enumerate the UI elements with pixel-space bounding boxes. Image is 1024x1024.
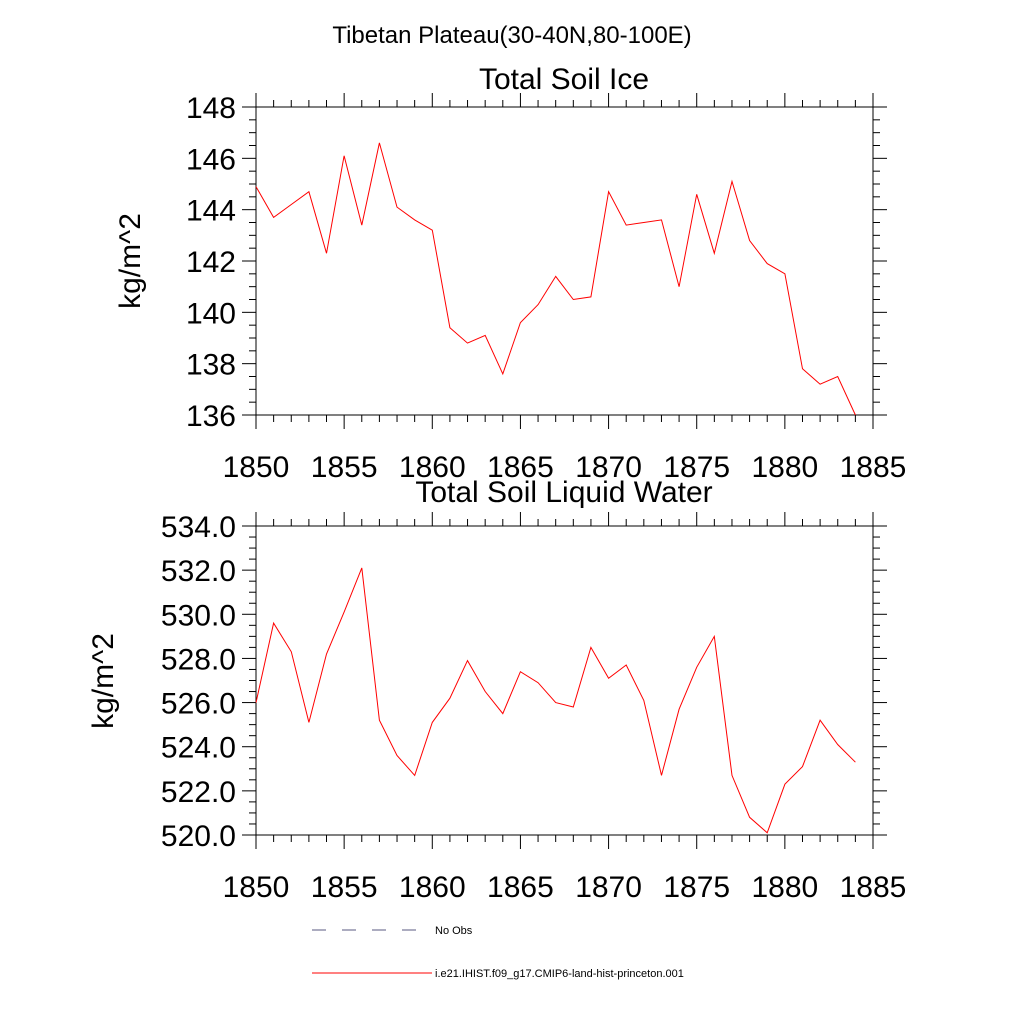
series-line — [255, 567, 856, 834]
y-axis-label: kg/m^2 — [114, 213, 147, 309]
y-tick-label: 534.0 — [161, 511, 236, 544]
panel-title: Total Soil Ice — [479, 63, 649, 96]
y-tick-label: 526.0 — [161, 688, 236, 721]
y-tick-label: 146 — [186, 143, 236, 176]
x-tick-label: 1885 — [840, 871, 907, 904]
x-tick-labels: 1850 1855 1860 1865 1870 1875 1880 1885 — [223, 871, 907, 904]
x-tick-label: 1865 — [487, 871, 554, 904]
y-tick-label: 530.0 — [161, 599, 236, 632]
y-tick-label: 520.0 — [161, 820, 236, 853]
y-tick-label: 522.0 — [161, 776, 236, 809]
axes — [242, 512, 887, 849]
x-tick-label: 1855 — [311, 871, 378, 904]
legend: No Obs i.e21.IHIST.f09_g17.CMIP6-land-hi… — [312, 925, 684, 980]
legend-label-no-obs: No Obs — [435, 925, 473, 937]
panel-title: Total Soil Liquid Water — [415, 476, 712, 509]
series-group — [255, 142, 856, 416]
y-tick-label: 528.0 — [161, 643, 236, 676]
y-tick-labels: 136 138 140 142 144 146 148 — [186, 92, 236, 433]
y-tick-label: 144 — [186, 195, 236, 228]
panel-soil-liquid-water: Total Soil Liquid Water 520.0522.0524.05… — [87, 476, 906, 904]
y-tick-label: 136 — [186, 400, 236, 433]
legend-label-model-run: i.e21.IHIST.f09_g17.CMIP6-land-hist-prin… — [435, 968, 684, 980]
y-axis-label: kg/m^2 — [87, 633, 120, 729]
x-tick-label: 1865 — [487, 451, 554, 484]
x-tick-label: 1875 — [663, 451, 730, 484]
figure-title: Tibetan Plateau(30-40N,80-100E) — [332, 22, 691, 49]
y-tick-label: 138 — [186, 349, 236, 382]
series-line — [255, 142, 856, 416]
x-tick-label: 1850 — [223, 451, 290, 484]
y-tick-label: 524.0 — [161, 732, 236, 765]
x-tick-label: 1855 — [311, 451, 378, 484]
x-tick-label: 1880 — [751, 451, 818, 484]
y-tick-label: 532.0 — [161, 555, 236, 588]
y-tick-label: 140 — [186, 297, 236, 330]
y-tick-label: 148 — [186, 92, 236, 125]
x-tick-label: 1875 — [663, 871, 730, 904]
x-tick-labels: 1850 1855 1860 1865 1870 1875 1880 1885 — [223, 451, 907, 484]
x-tick-label: 1860 — [399, 451, 466, 484]
x-tick-label: 1860 — [399, 871, 466, 904]
x-tick-label: 1880 — [751, 871, 818, 904]
x-tick-label: 1870 — [575, 871, 642, 904]
x-tick-label: 1850 — [223, 871, 290, 904]
panel-soil-ice: Total Soil Ice 136 138 140 142 144 146 148 185… — [114, 63, 906, 484]
series-group — [255, 567, 856, 834]
axes — [242, 93, 887, 429]
y-tick-labels: 520.0 522.0 524.0 526.0 528.0 530.0 532.0 534.0 — [161, 511, 236, 853]
y-tick-label: 142 — [186, 246, 236, 279]
x-tick-label: 1885 — [840, 451, 907, 484]
x-tick-label: 1870 — [575, 451, 642, 484]
